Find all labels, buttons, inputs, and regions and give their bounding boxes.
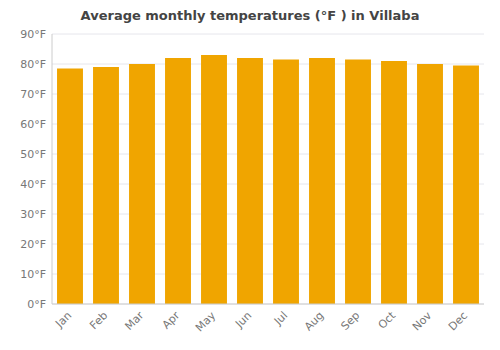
grid-line bbox=[52, 304, 484, 305]
bar bbox=[237, 58, 263, 304]
bars bbox=[57, 55, 479, 304]
grid-line bbox=[52, 34, 484, 35]
bar bbox=[129, 64, 155, 304]
x-axis-line bbox=[52, 304, 484, 305]
bar bbox=[453, 66, 479, 305]
y-tick-label: 70°F bbox=[20, 88, 46, 101]
y-tick-label: 0°F bbox=[27, 298, 46, 311]
bar bbox=[417, 64, 443, 304]
x-tick-label: Nov bbox=[410, 309, 435, 334]
y-tick-label: 90°F bbox=[20, 28, 46, 41]
x-tick-label: Jun bbox=[232, 309, 254, 331]
x-tick-label: Feb bbox=[87, 309, 110, 332]
x-tick-label: Oct bbox=[376, 309, 399, 332]
x-tick-label: Sep bbox=[338, 309, 362, 333]
bar bbox=[273, 60, 299, 305]
title: Average monthly temperatures (°F ) in Vi… bbox=[81, 8, 420, 23]
bar bbox=[309, 58, 335, 304]
x-tick-label: Jul bbox=[271, 309, 290, 328]
bar bbox=[201, 55, 227, 304]
x-tick-label: May bbox=[193, 309, 219, 335]
bar bbox=[381, 61, 407, 304]
y-axis: 0°F 10°F 20°F 30°F 40°F 50°F 60°F 70°F 80°F 90°F bbox=[20, 28, 484, 311]
y-tick-label: 30°F bbox=[20, 208, 46, 221]
y-tick-label: 50°F bbox=[20, 148, 46, 161]
y-tick-label: 10°F bbox=[20, 268, 46, 281]
x-axis: Jan Feb Mar Apr May Jun Jul Aug Sep Oct Nov Dec bbox=[52, 309, 470, 335]
bar bbox=[165, 58, 191, 304]
y-axis-line bbox=[52, 34, 53, 304]
x-tick-label: Jan bbox=[52, 309, 74, 331]
bar bbox=[57, 69, 83, 305]
x-tick-label: Apr bbox=[160, 309, 183, 332]
y-tick-label: 20°F bbox=[20, 238, 46, 251]
chart: Average monthly temperatures (°F ) in Vi… bbox=[0, 0, 500, 350]
y-tick-label: 40°F bbox=[20, 178, 46, 191]
bar bbox=[345, 60, 371, 305]
y-tick-label: 60°F bbox=[20, 118, 46, 131]
x-tick-label: Dec bbox=[446, 309, 470, 333]
x-tick-label: Mar bbox=[122, 309, 146, 333]
bar bbox=[93, 67, 119, 304]
y-tick-label: 80°F bbox=[20, 58, 46, 71]
x-tick-label: Aug bbox=[302, 309, 326, 333]
